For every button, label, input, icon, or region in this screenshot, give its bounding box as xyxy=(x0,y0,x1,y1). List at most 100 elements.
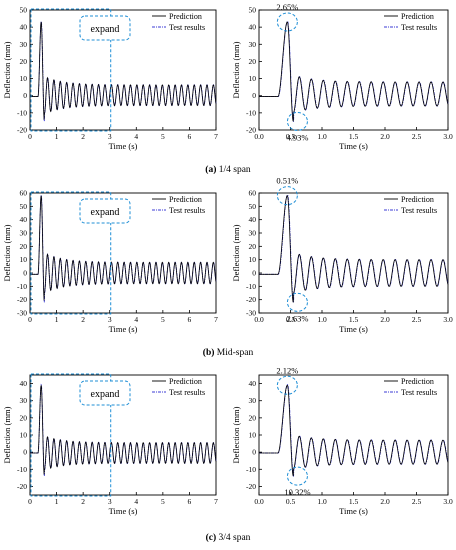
legend-label-test-results: Test results xyxy=(401,206,437,215)
y-tick-label: 0 xyxy=(23,269,27,278)
x-tick-label: 0.5 xyxy=(286,132,296,141)
plot-frame xyxy=(29,192,217,314)
chart-c-full: 0 1 2 3 4 5 6 7 -20 -10 0 10 20 30 40 Time (s) Deflectio… xyxy=(2,373,218,516)
x-tick-label: 3.0 xyxy=(443,497,453,506)
y-tick-label: -10 xyxy=(246,108,256,117)
y-tick-label: -10 xyxy=(17,282,27,291)
chart-c-zoom: 0.0 0.5 1.0 1.5 2.0 2.5 3.0 -20 -10 0 10 20 30 40 Time… xyxy=(231,365,453,516)
x-tick-label: 2.0 xyxy=(380,497,390,506)
panel-caption: (a) 1/4 span xyxy=(205,164,251,175)
x-tick-label: 0 xyxy=(28,315,32,324)
x-tick-label: 1 xyxy=(55,132,59,141)
legend-label-prediction: Prediction xyxy=(401,377,434,386)
x-axis-label: Time (s) xyxy=(109,506,138,516)
y-axis-label: Deflection (mm) xyxy=(231,406,241,463)
y-tick-label: 10 xyxy=(249,431,257,440)
annotation-circle xyxy=(276,186,298,206)
x-tick-label: 1.5 xyxy=(349,132,359,141)
x-tick-label: 3 xyxy=(108,497,112,506)
panel-caption-letter: (a) xyxy=(205,164,216,175)
y-tick-label: -30 xyxy=(246,309,256,318)
y-tick-label: 30 xyxy=(20,396,28,405)
series-prediction-line xyxy=(30,21,217,120)
x-tick-label: 5 xyxy=(161,315,165,324)
y-tick-label: 20 xyxy=(20,57,28,66)
annotation-label: 0.51% xyxy=(276,176,298,186)
x-tick-label: 4 xyxy=(134,315,138,324)
x-axis-label: Time (s) xyxy=(339,141,368,151)
panel-caption-letter: (c) xyxy=(206,532,217,543)
expand-label: expand xyxy=(91,389,120,400)
y-tick-label: -10 xyxy=(246,465,256,474)
y-tick-label: 10 xyxy=(20,255,28,264)
panel-caption-text: 3/4 span xyxy=(216,533,251,543)
y-tick-label: -20 xyxy=(17,126,27,135)
y-axis-label: Deflection (mm) xyxy=(2,41,12,98)
y-tick-label: 40 xyxy=(249,215,257,224)
x-axis-label: Time (s) xyxy=(109,324,138,334)
series-prediction-line xyxy=(30,195,217,301)
x-tick-label: 5 xyxy=(161,497,165,506)
legend-label-test-results: Test results xyxy=(169,388,205,397)
x-tick-label: 2 xyxy=(81,497,85,506)
annotation-circle xyxy=(286,292,308,312)
x-tick-label: 0 xyxy=(28,132,32,141)
y-tick-label: -10 xyxy=(17,465,27,474)
x-tick-label: 1.0 xyxy=(317,132,327,141)
y-tick-label: 10 xyxy=(249,74,257,83)
y-tick-label: -20 xyxy=(17,295,27,304)
chart-a-zoom: 0.0 0.5 1.0 1.5 2.0 2.5 3.0 -20 -10 0 10 20 30 40 50 Ti… xyxy=(231,2,453,151)
plot-frame xyxy=(29,9,217,131)
y-tick-label: 40 xyxy=(20,215,28,224)
y-axis-label: Deflection (mm) xyxy=(231,224,241,281)
annotation-circle xyxy=(286,111,308,131)
x-tick-label: 0 xyxy=(28,497,32,506)
x-tick-label: 2.0 xyxy=(380,132,390,141)
x-tick-label: 3.0 xyxy=(443,315,453,324)
chart-b-zoom: 0.0 0.5 1.0 1.5 2.0 2.5 3.0 -30 -20 -10 0 10 20 30 40 5… xyxy=(231,176,453,334)
y-tick-label: 40 xyxy=(249,23,257,32)
x-tick-label: 2 xyxy=(81,315,85,324)
annotation-label: 10.32% xyxy=(284,487,310,497)
x-tick-label: 1.5 xyxy=(349,497,359,506)
x-tick-label: 1.0 xyxy=(317,315,327,324)
legend-label-prediction: Prediction xyxy=(401,195,434,204)
x-tick-label: 1 xyxy=(55,315,59,324)
x-tick-label: 6 xyxy=(188,132,192,141)
y-tick-label: -30 xyxy=(17,309,27,318)
x-tick-label: 7 xyxy=(214,497,218,506)
x-tick-label: 2 xyxy=(81,132,85,141)
y-axis-label: Deflection (mm) xyxy=(231,41,241,98)
y-tick-label: 10 xyxy=(20,74,28,83)
x-tick-label: 6 xyxy=(188,497,192,506)
panel-caption-letter: (b) xyxy=(203,347,215,358)
chart-a-full: 0 1 2 3 4 5 6 7 -20 -10 0 10 20 30 40 50 Time (s) Deflect… xyxy=(2,6,218,152)
x-tick-label: 2.5 xyxy=(412,497,422,506)
legend: Prediction Test results xyxy=(152,195,205,215)
x-tick-label: 1.0 xyxy=(317,497,327,506)
expand-label-box xyxy=(79,15,131,41)
legend-label-test-results: Test results xyxy=(169,206,205,215)
legend-label-prediction: Prediction xyxy=(169,195,202,204)
y-axis-label: Deflection (mm) xyxy=(2,224,12,281)
y-tick-label: 50 xyxy=(249,6,257,15)
series-prediction-line xyxy=(30,385,217,475)
expand-label: expand xyxy=(91,207,120,218)
y-tick-label: 50 xyxy=(20,202,28,211)
x-tick-label: 4 xyxy=(134,497,138,506)
legend: Prediction Test results xyxy=(384,377,437,397)
x-tick-label: 0.0 xyxy=(254,132,264,141)
annotation-label: 4.93% xyxy=(286,132,308,142)
y-tick-label: -10 xyxy=(246,282,256,291)
series-prediction-line xyxy=(259,384,449,477)
y-tick-label: 30 xyxy=(249,229,257,238)
x-axis-label: Time (s) xyxy=(339,324,368,334)
y-tick-label: 50 xyxy=(20,6,28,15)
expand-label: expand xyxy=(91,24,120,35)
y-tick-label: 20 xyxy=(20,242,28,251)
y-tick-label: 60 xyxy=(20,189,28,198)
y-tick-label: 10 xyxy=(249,255,257,264)
series-test-results-line xyxy=(259,384,449,477)
y-tick-label: 0 xyxy=(252,269,256,278)
